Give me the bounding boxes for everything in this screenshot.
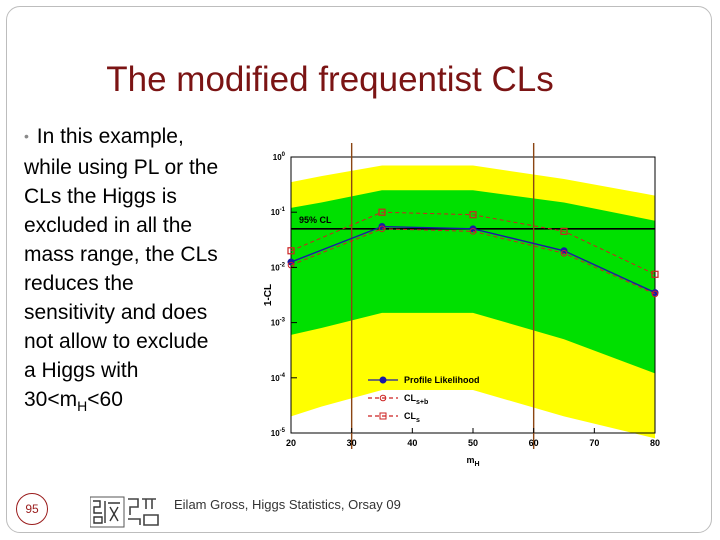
- data-point: [651, 270, 659, 278]
- bullet-line-mass: 30<mH<60: [24, 388, 123, 415]
- bullet-line: a Higgs with: [24, 359, 139, 382]
- data-point: [287, 247, 295, 255]
- exclusion-chart: 95% CL 20 30 40 50 60 70 80 100 10-1 10-2 10-3 10-4 1…: [258, 121, 668, 473]
- data-point: [469, 228, 477, 235]
- bullet-line: not allow to exclude: [24, 330, 209, 353]
- one-sigma-band: [291, 190, 655, 374]
- legend-marker: [379, 376, 387, 384]
- series-line-1: [290, 228, 656, 295]
- data-point: [378, 225, 386, 233]
- legend-label: Profile Likelihood: [404, 375, 480, 385]
- data-point: [469, 211, 477, 219]
- cl95-label: 95% CL: [299, 215, 332, 225]
- bullet-line: excluded in all the: [24, 214, 193, 237]
- bullet-line: sensitivity and does: [24, 301, 208, 324]
- bullet-line: reduces the: [24, 272, 134, 295]
- data-point: [287, 261, 295, 269]
- weizmann-logo-icon: [90, 496, 159, 528]
- bullet-dot-icon: •: [24, 128, 29, 144]
- x-tick-label: 80: [650, 438, 660, 448]
- y-tick-label: 10-4: [271, 373, 286, 383]
- legend-marker: [379, 412, 387, 420]
- x-tick-label: 30: [347, 438, 357, 448]
- data-point: [378, 208, 386, 216]
- legend-marker: [379, 394, 387, 402]
- bullet-line: CLs the Higgs is: [24, 185, 177, 208]
- data-point: [651, 289, 659, 297]
- x-tick-label: 60: [529, 438, 539, 448]
- legend-label: CLs: [404, 411, 420, 424]
- bullet-line: In this example,: [36, 125, 184, 148]
- y-tick-label: 10-2: [271, 262, 286, 272]
- data-point: [378, 223, 386, 231]
- bullet-text: • In this example, while using PL or the…: [24, 122, 262, 421]
- x-tick-label: 70: [589, 438, 599, 448]
- data-point: [651, 290, 659, 298]
- y-tick-label: 10-1: [271, 207, 286, 217]
- legend-label: CLs+b: [404, 393, 428, 406]
- bullet-line: while using PL or the: [24, 156, 219, 179]
- footer-text: Eilam Gross, Higgs Statistics, Orsay 09: [174, 497, 401, 512]
- x-tick-label: 50: [468, 438, 478, 448]
- data-point: [560, 250, 568, 257]
- y-tick-label: 100: [273, 152, 286, 162]
- series-line-2: [290, 211, 656, 275]
- slide-title: The modified frequentist CLs: [106, 60, 554, 99]
- y-tick-label: 10-5: [271, 428, 286, 438]
- y-axis-label: 1-CL: [263, 284, 274, 306]
- slide-number: 95: [16, 493, 48, 525]
- data-point: [560, 227, 568, 235]
- chart-svg: 95% CL 20 30 40 50 60 70 80 100 10-1 10-2 10-3 10-4 1…: [263, 121, 660, 468]
- x-axis-label: mH: [466, 455, 479, 468]
- x-tick-label: 40: [407, 438, 417, 448]
- y-tick-label: 10-3: [271, 318, 286, 328]
- bullet-line: mass range, the CLs: [24, 243, 218, 266]
- x-tick-label: 20: [286, 438, 296, 448]
